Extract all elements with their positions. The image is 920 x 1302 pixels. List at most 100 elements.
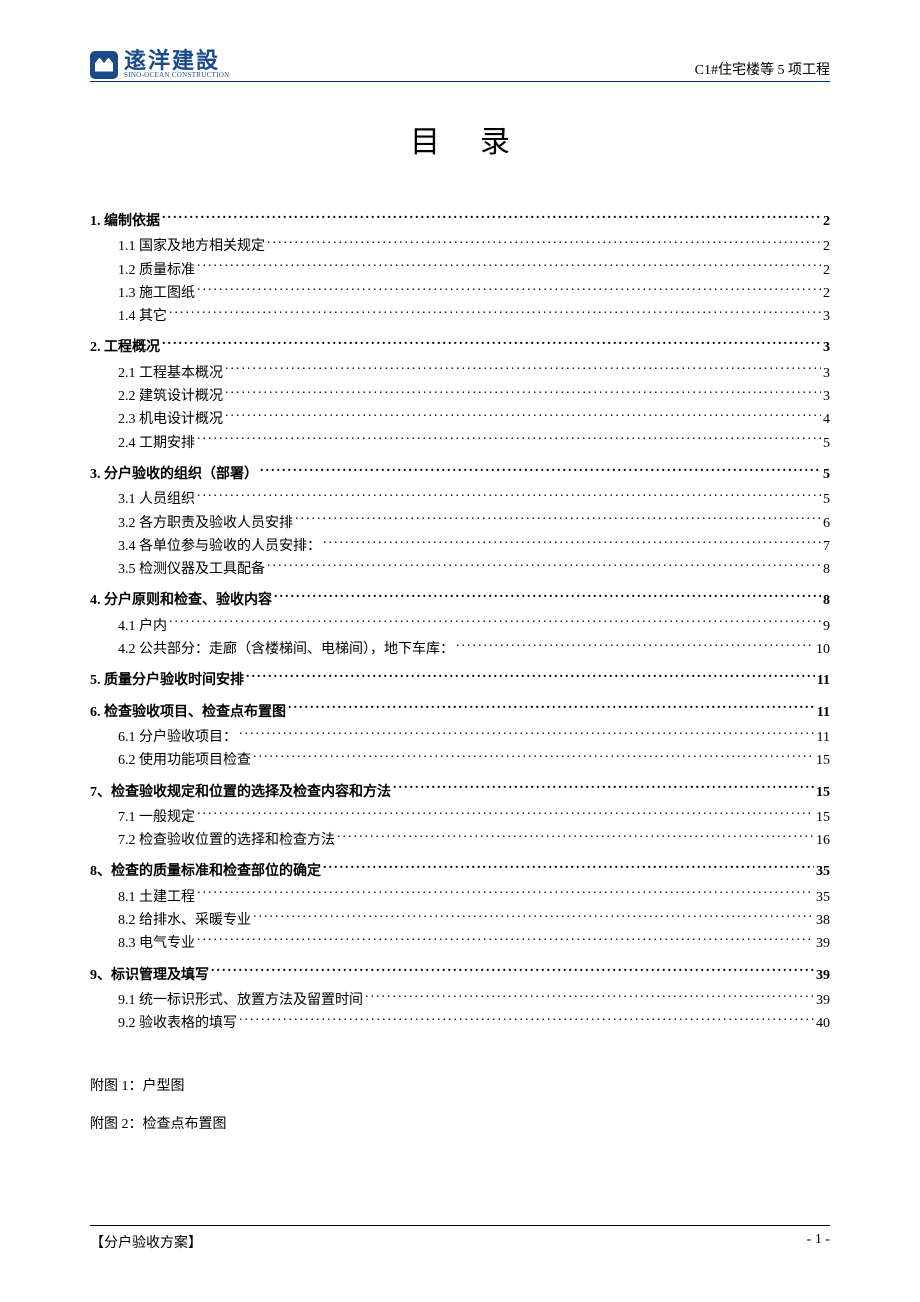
toc-page-number: 38	[816, 911, 830, 931]
toc-label: 7、检查验收规定和位置的选择及检查内容和方法	[90, 783, 391, 803]
toc-page-number: 35	[816, 888, 830, 908]
toc-entry: 8.1 土建工程 35	[90, 887, 830, 908]
toc-leader-dots	[162, 211, 821, 225]
toc-leader-dots	[456, 639, 814, 653]
toc-leader-dots	[197, 933, 814, 947]
toc-leader-dots	[253, 750, 814, 764]
toc-page-number: 11	[817, 703, 830, 723]
toc-label: 3. 分户验收的组织（部署）	[90, 465, 258, 485]
toc-label: 6.2 使用功能项目检查	[118, 751, 251, 771]
toc-label: 5. 质量分户验收时间安排	[90, 671, 244, 691]
toc-entry: 1.1 国家及地方相关规定 2	[90, 236, 830, 257]
toc-label: 7.1 一般规定	[118, 808, 195, 828]
toc-leader-dots	[288, 702, 815, 716]
toc-entry: 1.3 施工图纸 2	[90, 283, 830, 304]
toc-entry: 4.2 公共部分：走廊（含楼梯间、电梯间），地下车库： 10	[90, 639, 830, 660]
toc-entry: 3.4 各单位参与验收的人员安排： 7	[90, 536, 830, 557]
appendix-item: 附图 1：户型图	[90, 1075, 830, 1095]
toc-label: 3.1 人员组织	[118, 490, 195, 510]
toc-entry: 4.1 户内 9	[90, 616, 830, 637]
toc-leader-dots	[197, 260, 821, 274]
toc-leader-dots	[295, 513, 821, 527]
toc-leader-dots	[267, 559, 821, 573]
toc-label: 1.2 质量标准	[118, 261, 195, 281]
toc-leader-dots	[239, 1013, 814, 1027]
toc-page-number: 11	[817, 671, 830, 691]
toc-page-number: 7	[823, 537, 830, 557]
appendix-list: 附图 1：户型图附图 2：检查点布置图	[90, 1075, 830, 1133]
appendix-item: 附图 2：检查点布置图	[90, 1113, 830, 1133]
toc-page-number: 2	[823, 284, 830, 304]
toc-page-number: 40	[816, 1014, 830, 1034]
toc-entry: 1. 编制依据 2	[90, 211, 830, 232]
toc-label: 8.3 电气专业	[118, 934, 195, 954]
toc-leader-dots	[211, 965, 814, 979]
toc-leader-dots	[225, 409, 821, 423]
toc-entry: 3.1 人员组织 5	[90, 489, 830, 510]
toc-entry: 9.2 验收表格的填写 40	[90, 1013, 830, 1034]
logo-chinese: 逺洋建設	[124, 50, 229, 72]
toc-leader-dots	[337, 830, 814, 844]
toc-label: 9.1 统一标识形式、放置方法及留置时间	[118, 991, 363, 1011]
toc-entry: 7.2 检查验收位置的选择和检查方法 16	[90, 830, 830, 851]
page-header: 逺洋建設 SINO-OCEAN CONSTRUCTION C1#住宅楼等 5 项…	[90, 50, 830, 82]
toc-label: 4. 分户原则和检查、验收内容	[90, 591, 272, 611]
toc-leader-dots	[274, 590, 821, 604]
toc-page-number: 11	[817, 728, 830, 748]
toc-page-number: 2	[823, 212, 830, 232]
footer-page-number: - 1 -	[807, 1232, 830, 1252]
toc-entry: 9.1 统一标识形式、放置方法及留置时间 39	[90, 990, 830, 1011]
toc-label: 1.4 其它	[118, 307, 167, 327]
toc-label: 3.5 检测仪器及工具配备	[118, 560, 265, 580]
toc-entry: 1.4 其它 3	[90, 306, 830, 327]
toc-page-number: 5	[823, 434, 830, 454]
footer-doc-title: 【分户验收方案】	[90, 1232, 202, 1252]
toc-page-number: 5	[823, 465, 830, 485]
toc-page-number: 39	[816, 966, 830, 986]
toc-leader-dots	[323, 536, 821, 550]
toc-page-number: 3	[823, 387, 830, 407]
toc-page-number: 15	[816, 783, 830, 803]
table-of-contents: 1. 编制依据 21.1 国家及地方相关规定 21.2 质量标准 21.3 施工…	[90, 211, 830, 1035]
toc-label: 3.2 各方职责及验收人员安排	[118, 514, 293, 534]
toc-label: 8.1 土建工程	[118, 888, 195, 908]
toc-leader-dots	[253, 910, 814, 924]
toc-page-number: 9	[823, 617, 830, 637]
toc-entry: 8.3 电气专业 39	[90, 933, 830, 954]
toc-leader-dots	[169, 306, 821, 320]
logo-block: 逺洋建設 SINO-OCEAN CONSTRUCTION	[90, 50, 229, 79]
toc-page-number: 16	[816, 831, 830, 851]
toc-label: 4.1 户内	[118, 617, 167, 637]
toc-label: 2.4 工期安排	[118, 434, 195, 454]
toc-entry: 3.2 各方职责及验收人员安排 6	[90, 513, 830, 534]
toc-entry: 3.5 检测仪器及工具配备 8	[90, 559, 830, 580]
toc-entry: 6.2 使用功能项目检查 15	[90, 750, 830, 771]
toc-entry: 8、检查的质量标准和检查部位的确定 35	[90, 861, 830, 882]
page-title: 目录	[90, 117, 830, 161]
toc-entry: 2.3 机电设计概况 4	[90, 409, 830, 430]
company-logo-icon	[90, 51, 118, 79]
page-footer: 【分户验收方案】 - 1 -	[90, 1225, 830, 1252]
toc-page-number: 35	[816, 862, 830, 882]
toc-page-number: 5	[823, 490, 830, 510]
toc-entry: 2. 工程概况 3	[90, 337, 830, 358]
toc-label: 2.2 建筑设计概况	[118, 387, 223, 407]
toc-page-number: 6	[823, 514, 830, 534]
toc-entry: 5. 质量分户验收时间安排 11	[90, 670, 830, 691]
toc-label: 9.2 验收表格的填写	[118, 1014, 237, 1034]
toc-page-number: 2	[823, 237, 830, 257]
toc-page-number: 8	[823, 560, 830, 580]
toc-leader-dots	[197, 283, 821, 297]
toc-leader-dots	[225, 363, 821, 377]
toc-leader-dots	[197, 489, 821, 503]
toc-page-number: 4	[823, 410, 830, 430]
toc-entry: 4. 分户原则和检查、验收内容 8	[90, 590, 830, 611]
toc-entry: 6. 检查验收项目、检查点布置图 11	[90, 702, 830, 723]
toc-label: 1.3 施工图纸	[118, 284, 195, 304]
toc-label: 2.3 机电设计概况	[118, 410, 223, 430]
toc-page-number: 2	[823, 261, 830, 281]
toc-label: 6.1 分户验收项目：	[118, 728, 237, 748]
toc-page-number: 3	[823, 307, 830, 327]
toc-leader-dots	[246, 670, 815, 684]
toc-leader-dots	[393, 782, 814, 796]
